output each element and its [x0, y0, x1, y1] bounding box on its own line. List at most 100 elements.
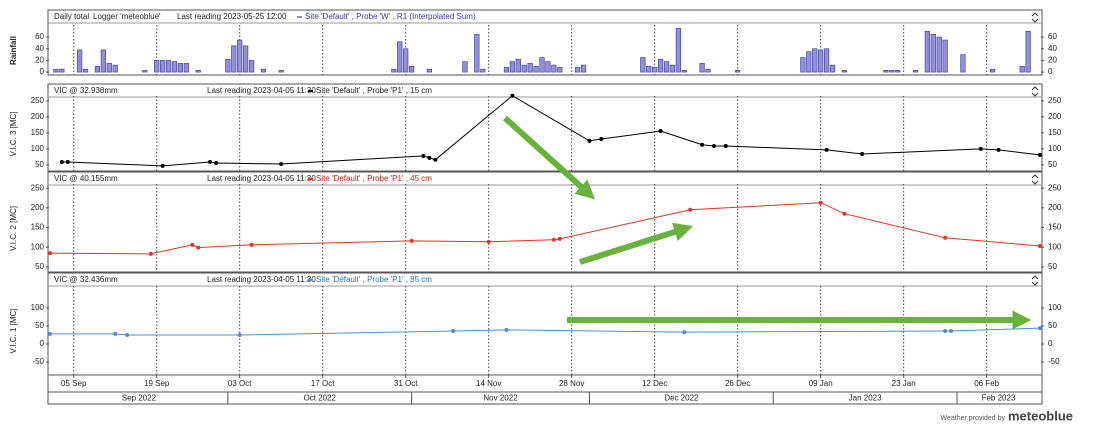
- bar: [841, 70, 847, 73]
- bar: [474, 33, 480, 73]
- annotation-arrow: [579, 222, 694, 265]
- bar: [646, 65, 652, 73]
- y-tick-label: 250: [31, 183, 45, 192]
- bar: [260, 68, 267, 73]
- last-reading: Last reading 2023-04-05 11:30: [207, 174, 316, 183]
- bar: [989, 68, 996, 73]
- month-label: Nov 2022: [483, 394, 518, 403]
- bar: [669, 64, 676, 73]
- y-tick-label: 20: [35, 56, 44, 65]
- data-point: [1038, 326, 1042, 331]
- bar: [160, 60, 166, 73]
- y-tick-label: 250: [31, 96, 45, 105]
- month-row: [47, 391, 1043, 405]
- data-point: [682, 330, 687, 335]
- y-tick-label: 50: [35, 262, 44, 271]
- bar: [551, 64, 557, 73]
- y2-tick-label: 200: [1048, 112, 1062, 121]
- bar: [100, 49, 106, 73]
- data-point: [824, 147, 829, 152]
- y-tick-label: 0: [40, 339, 45, 348]
- data-point: [949, 329, 954, 333]
- bar: [823, 48, 830, 73]
- bar: [545, 61, 551, 73]
- bar: [575, 67, 581, 73]
- y2-tick-label: 60: [1048, 32, 1057, 41]
- bar: [248, 60, 255, 73]
- panel-title: VIC @ 32.436mm: [54, 275, 118, 284]
- y2-tick-label: -50: [1048, 357, 1060, 366]
- month-label: Jan 2023: [849, 394, 882, 403]
- bar: [539, 57, 545, 73]
- bar: [640, 57, 646, 73]
- bar: [397, 41, 403, 73]
- bar: [960, 54, 966, 73]
- x-tick-label: 06 Feb: [974, 379, 999, 388]
- bar: [409, 65, 415, 73]
- bar: [818, 49, 824, 73]
- bar: [94, 65, 101, 73]
- data-point: [196, 245, 201, 250]
- y2-tick-label: 250: [1048, 96, 1062, 105]
- bar: [699, 63, 705, 73]
- panel-frame: [47, 83, 1043, 172]
- bar: [515, 58, 521, 73]
- data-point: [943, 235, 948, 240]
- bar: [225, 58, 231, 73]
- bar: [503, 67, 510, 73]
- y2-tick-label: 0: [1048, 67, 1053, 76]
- bar: [675, 28, 681, 73]
- bar: [1019, 65, 1025, 73]
- bar: [177, 63, 184, 73]
- bar: [195, 70, 201, 73]
- y-axis-label: V.I.C. 3 [MC]: [9, 111, 18, 156]
- data-point: [279, 161, 284, 166]
- bar: [171, 61, 178, 73]
- data-point: [658, 128, 663, 133]
- bar: [403, 48, 409, 73]
- y-tick-label: 0: [40, 67, 45, 76]
- bar: [231, 45, 237, 73]
- panel-frame: [47, 171, 1043, 273]
- y-tick-label: 40: [35, 44, 44, 53]
- y2-tick-label: 20: [1048, 56, 1057, 65]
- bar: [912, 70, 919, 73]
- bar: [924, 30, 930, 73]
- y2-tick-label: 50: [1048, 262, 1057, 271]
- bar: [800, 57, 806, 73]
- panel-title: VIC @ 32.938mm: [54, 86, 118, 95]
- y-tick-label: 60: [35, 32, 44, 41]
- y2-tick-label: 250: [1048, 183, 1062, 192]
- last-reading: Last reading 2023-04-05 11:30: [207, 86, 316, 95]
- x-tick-label: 09 Jan: [809, 379, 833, 388]
- logger-name: Logger 'meteoblue': [93, 12, 161, 21]
- panel-frame: [47, 272, 1043, 376]
- data-point: [427, 155, 432, 160]
- data-point: [249, 242, 254, 247]
- y-tick-label: 200: [31, 112, 45, 121]
- data-point: [599, 136, 604, 141]
- y2-tick-label: 150: [1048, 128, 1062, 137]
- y-tick-label: 200: [31, 203, 45, 212]
- month-label: Sep 2022: [122, 394, 157, 403]
- bar: [936, 36, 942, 73]
- data-point: [190, 242, 195, 247]
- bar: [705, 68, 711, 73]
- bar: [527, 63, 533, 73]
- bar: [165, 60, 172, 73]
- data-point: [160, 163, 165, 168]
- data-point: [1038, 152, 1042, 157]
- bar: [391, 68, 397, 73]
- bar: [533, 65, 539, 73]
- bar: [480, 68, 486, 73]
- y2-tick-label: 50: [1048, 160, 1057, 169]
- data-point: [433, 157, 438, 162]
- data-point: [148, 251, 153, 256]
- bar: [829, 64, 836, 73]
- data-point: [723, 144, 728, 149]
- y2-tick-label: 200: [1048, 203, 1062, 212]
- data-point: [688, 207, 693, 212]
- bar: [895, 70, 901, 73]
- bar: [812, 48, 818, 73]
